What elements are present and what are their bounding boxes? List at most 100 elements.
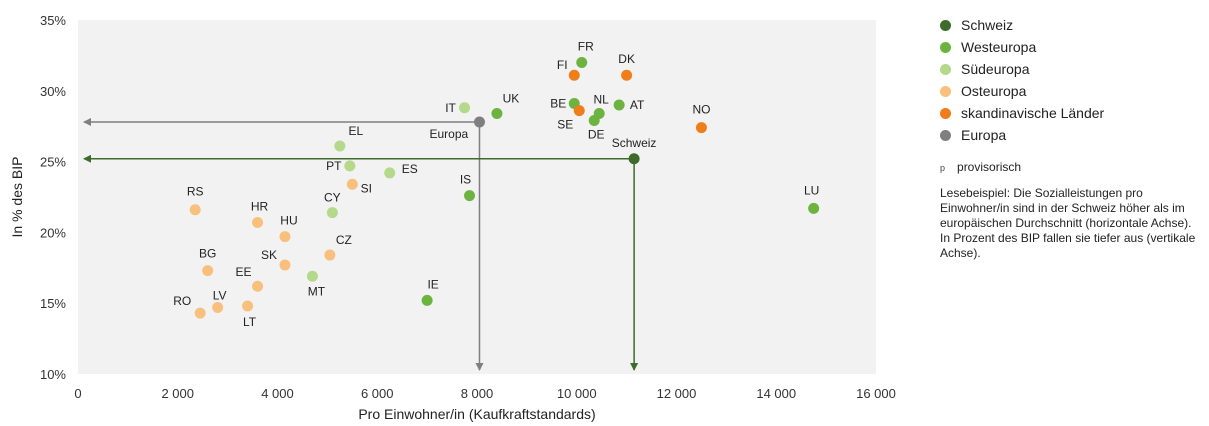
data-point-se [573,105,585,117]
point-label-de: DE [588,128,605,142]
y-axis-ticks: 10% 15% 20% 25% 30% 35% [40,13,66,382]
point-label-is: IS [460,173,471,187]
data-point-at [613,99,625,111]
point-label-ro: RO [173,294,191,308]
y-axis-title: In % des BIP [9,157,25,238]
point-label-si: SI [361,181,372,195]
point-label-mt: MT [308,284,326,298]
data-point-pt [344,160,356,172]
data-point-ro [194,307,206,319]
point-label-ee: EE [236,265,252,279]
data-point-sk [279,259,291,271]
point-label-it: IT [445,101,456,115]
provisional-symbol: p [940,163,946,173]
y-tick-label: 15% [40,296,66,311]
provisional-note: p provisorisch [940,160,1205,174]
data-point-is [464,190,476,202]
point-label-lt: LT [243,315,257,329]
data-point-ie [421,294,433,306]
legend-item: Osteuropa [940,80,1205,102]
plot-area [78,20,876,374]
x-tick-label: 2 000 [161,386,194,401]
data-point-cz [324,249,336,261]
data-point-hu [279,231,291,243]
x-tick-label: 6 000 [361,386,394,401]
point-labels: Schweiz FR BE NL AT DE UK IS IE LU IT EL PT ES CY MT RS H… [173,39,819,329]
reading-example: Lesebeispiel: Die Sozialleistungen pro E… [940,186,1196,260]
y-tick-label: 10% [40,367,66,382]
legend-marker [940,107,951,119]
provisional-text: provisorisch [957,160,1022,174]
point-label-schweiz: Schweiz [612,136,657,150]
point-label-hr: HR [251,199,269,213]
point-label-fi: FI [557,58,568,72]
x-tick-label: 4 000 [261,386,294,401]
data-point-lt [242,300,254,312]
point-label-es: ES [402,162,418,176]
scatter-chart: 0 2 000 4 000 6 000 8 000 10 000 12 000 14 000 1… [9,13,896,422]
x-tick-label: 12 000 [657,386,697,401]
point-label-nl: NL [594,92,610,106]
data-point-fr [576,56,588,68]
data-point-mt [306,270,318,282]
legend: Schweiz Westeuropa Südeuropa Osteuropa skand… [940,14,1205,261]
legend-item: Schweiz [940,14,1205,36]
y-tick-label: 35% [40,13,66,28]
point-label-dk: DK [618,52,635,66]
point-label-rs: RS [187,185,204,199]
data-point-fi [568,69,580,81]
x-axis-title: Pro Einwohner/in (Kaufkraftstandards) [358,406,595,422]
legend-label: Schweiz [961,17,1014,33]
legend-item: Europa [940,124,1205,146]
x-tick-label: 8 000 [461,386,494,401]
point-label-el: EL [349,124,364,138]
x-axis-ticks: 0 2 000 4 000 6 000 8 000 10 000 12 000 14 000 1… [74,386,896,401]
data-point-no [695,122,707,134]
point-label-lu: LU [804,183,819,197]
point-label-se: SE [557,118,573,132]
point-label-europa: Europa [429,127,468,141]
data-point-hr [252,216,264,228]
data-points [189,56,820,319]
data-point-de [588,115,600,127]
legend-marker [940,63,951,75]
point-label-bg: BG [199,247,216,261]
legend-marker [940,129,951,141]
point-label-at: AT [630,98,645,112]
reference-lines [83,117,639,371]
data-point-si [346,178,358,190]
legend-label: Osteuropa [961,83,1027,99]
data-point-es [384,167,396,179]
data-point-rs [189,204,201,216]
legend-item: skandinavische Länder [940,102,1205,124]
legend-label: Westeuropa [961,39,1037,55]
data-point-bg [202,265,214,277]
legend-label: Südeuropa [961,61,1030,77]
point-label-sk: SK [261,248,277,262]
point-label-fr: FR [578,39,594,53]
point-label-cy: CY [324,191,341,205]
point-label-uk: UK [503,91,520,105]
data-point-cy [326,207,338,219]
x-tick-label: 0 [74,386,81,401]
y-tick-label: 30% [40,84,66,99]
data-point-it [459,102,471,114]
data-point-ee [252,280,264,292]
x-tick-label: 16 000 [856,386,896,401]
point-label-cz: CZ [336,233,352,247]
legend-items: Schweiz Westeuropa Südeuropa Osteuropa skand… [940,14,1205,146]
data-point-lv [212,301,224,313]
data-point-lu [808,202,820,214]
legend-item: Westeuropa [940,36,1205,58]
x-tick-label: 14 000 [756,386,796,401]
legend-label: Europa [961,127,1007,143]
data-point-europa [473,116,485,128]
point-label-ie: IE [427,277,438,291]
point-label-be: BE [550,97,566,111]
data-point-uk [491,107,503,119]
point-label-no: NO [692,103,710,117]
legend-marker [940,19,951,31]
point-label-pt: PT [326,159,342,173]
legend-label: skandinavische Länder [961,105,1105,121]
y-tick-label: 25% [40,155,66,170]
